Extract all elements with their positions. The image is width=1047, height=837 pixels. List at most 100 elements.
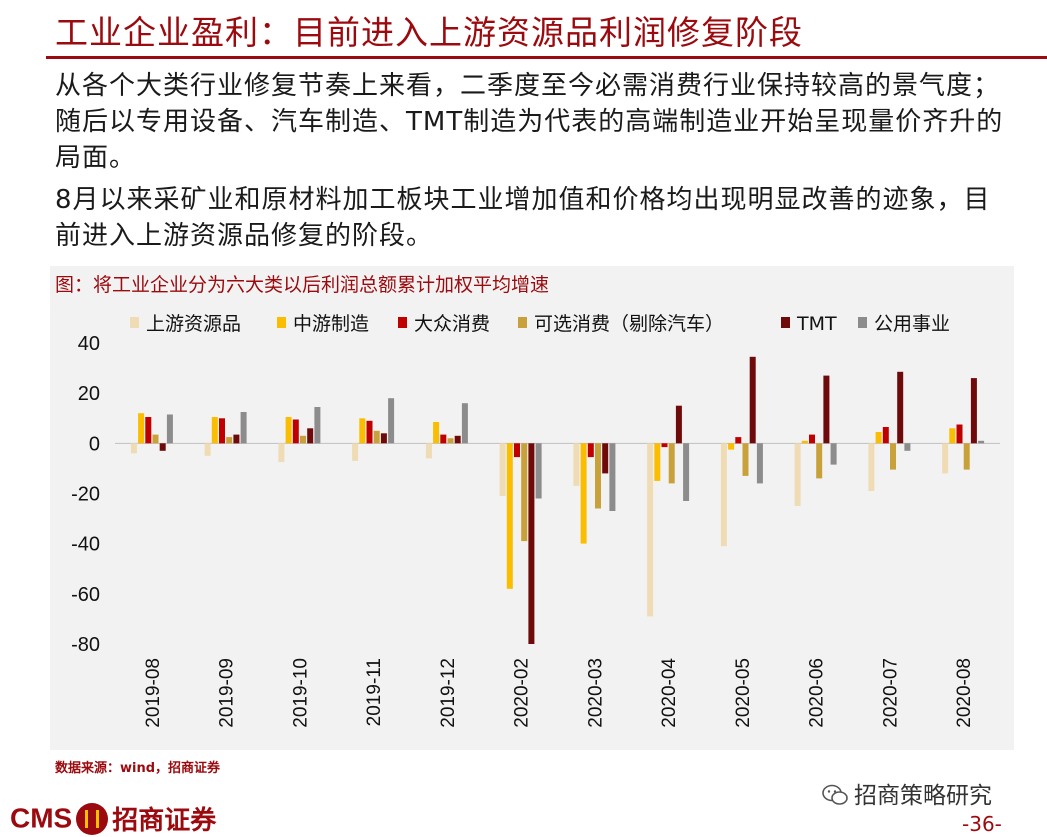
bar-2-11 [956, 424, 963, 444]
legend-swatch-1 [277, 317, 286, 328]
x-category-label: 2020-04 [659, 658, 680, 728]
bar-4-2 [307, 428, 314, 444]
legend-swatch-0 [130, 317, 139, 328]
wechat-account: 招商策略研究 [822, 776, 992, 810]
legend-label-3: 可选消费（剔除汽车） [534, 313, 724, 335]
bar-1-9 [801, 440, 808, 444]
bar-5-4 [461, 403, 468, 444]
bar-5-0 [166, 414, 173, 444]
bar-1-10 [875, 432, 882, 444]
bar-1-5 [506, 443, 513, 589]
bar-4-0 [159, 443, 166, 451]
bar-3-6 [595, 443, 601, 509]
legend-label-4: TMT [796, 313, 837, 335]
bar-3-3 [373, 430, 380, 444]
legend-swatch-5 [858, 317, 867, 328]
y-tick-label: -60 [71, 584, 100, 606]
bar-3-8 [742, 443, 749, 476]
legend-swatch-3 [518, 317, 527, 328]
bar-3-11 [963, 443, 970, 470]
bar-4-9 [823, 375, 830, 444]
bar-4-4 [454, 435, 461, 444]
y-tick-label: -20 [71, 484, 100, 506]
bar-2-10 [882, 427, 889, 444]
bar-5-6 [609, 443, 616, 511]
bar-4-5 [528, 443, 535, 644]
y-tick-label: -40 [71, 534, 100, 556]
bar-1-3 [359, 418, 366, 444]
y-tick-label: -80 [71, 634, 100, 656]
cms-seal-icon [76, 802, 109, 835]
bar-3-4 [447, 438, 454, 444]
bar-2-2 [292, 419, 299, 444]
bar-2-8 [735, 437, 742, 444]
logo-chinese: 招商证券 [112, 806, 217, 836]
x-category-label: 2020-08 [954, 658, 975, 728]
bar-4-7 [675, 405, 682, 444]
bar-3-1 [226, 437, 233, 444]
bar-4-10 [897, 371, 904, 444]
summary-paragraph-2: 8月以来采矿业和原材料加工板块工业增加值和价格均出现明显改善的迹象，目前进入上游… [55, 185, 991, 251]
bar-3-10 [890, 443, 896, 470]
bar-0-8 [720, 443, 727, 547]
bar-0-11 [942, 443, 949, 474]
legend-swatch-2 [398, 317, 407, 328]
bar-1-2 [285, 417, 292, 444]
x-category-label: 2019-11 [364, 658, 385, 726]
legend-label-5: 公用事业 [874, 313, 950, 335]
bar-4-6 [602, 443, 609, 474]
company-logo: CMS 招商证券 [10, 800, 216, 837]
x-category-label: 2019-08 [143, 658, 164, 728]
bar-0-3 [352, 443, 359, 461]
bar-0-10 [868, 443, 875, 491]
x-category-label: 2019-09 [217, 658, 238, 728]
bar-0-4 [425, 443, 432, 459]
title-divider [46, 56, 1047, 59]
x-category-label: 2020-06 [807, 658, 828, 728]
x-category-label: 2020-03 [585, 658, 606, 728]
bar-1-1 [211, 417, 218, 444]
bar-1-0 [138, 413, 145, 444]
legend-label-2: 大众消费 [414, 313, 490, 335]
bar-0-6 [573, 443, 580, 486]
legend-swatch-4 [781, 317, 790, 328]
bar-0-2 [278, 443, 285, 463]
bar-5-9 [830, 443, 837, 465]
chart-title: 图：将工业企业分为六大类以后利润总额累计加权平均增速 [55, 274, 550, 296]
y-tick-label: 0 [89, 433, 100, 455]
bar-0-9 [794, 443, 801, 506]
bar-2-6 [587, 443, 594, 458]
x-category-label: 2020-05 [733, 658, 754, 728]
bar-0-5 [499, 443, 506, 496]
bar-2-4 [440, 434, 447, 444]
bar-3-9 [816, 443, 823, 479]
bar-0-7 [647, 443, 654, 617]
y-tick-label: 40 [78, 333, 100, 355]
bar-1-7 [654, 443, 661, 481]
bar-1-4 [433, 422, 440, 444]
bar-3-7 [668, 443, 675, 484]
page-title: 工业企业盈利：目前进入上游资源品利润修复阶段 [55, 13, 803, 52]
bar-3-2 [300, 435, 306, 444]
bar-5-5 [535, 443, 542, 499]
bar-2-3 [366, 420, 373, 444]
bar-0-0 [130, 443, 137, 454]
bar-2-0 [145, 417, 152, 444]
bar-2-5 [514, 443, 520, 458]
bar-4-1 [233, 434, 240, 444]
bar-2-9 [809, 434, 815, 444]
wechat-icon [822, 784, 848, 805]
data-source-note: 数据来源：wind，招商证券 [55, 761, 221, 776]
x-category-label: 2020-07 [880, 658, 901, 728]
x-category-label: 2019-12 [438, 658, 459, 728]
y-tick-label: 20 [78, 383, 100, 405]
bar-5-7 [683, 443, 690, 501]
bar-3-0 [152, 434, 159, 444]
bar-2-1 [219, 418, 225, 444]
legend-label-0: 上游资源品 [146, 313, 241, 335]
bar-5-3 [388, 398, 395, 444]
bar-5-10 [904, 443, 911, 451]
bar-1-11 [949, 428, 956, 444]
bar-3-5 [521, 443, 528, 542]
bar-4-8 [749, 356, 756, 444]
